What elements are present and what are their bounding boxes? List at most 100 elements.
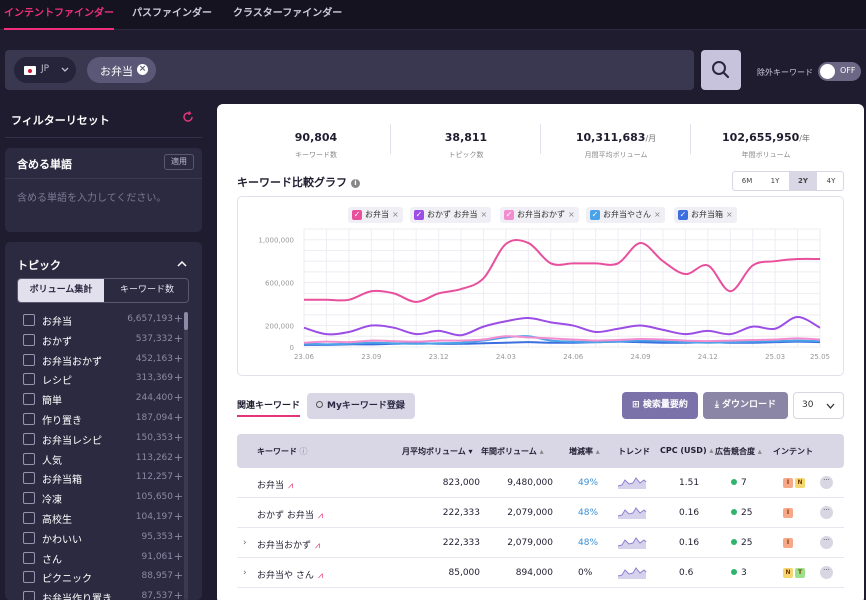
keyword-cell[interactable]: お弁当 ⩘ bbox=[257, 478, 293, 491]
checkbox[interactable] bbox=[23, 373, 35, 386]
chart-icon[interactable]: ⩘ bbox=[317, 511, 323, 521]
col-competition[interactable]: 広告競合度 ▴ bbox=[715, 447, 762, 456]
add-icon[interactable]: + bbox=[173, 391, 183, 405]
topic-item[interactable]: お弁当レシピ 150,353 + bbox=[23, 430, 183, 449]
topic-item[interactable]: 高校生 104,197 + bbox=[23, 509, 183, 528]
include-words-input[interactable]: 含める単語を入力してください。 bbox=[17, 193, 167, 204]
my-keyword-register-button[interactable]: Myキーワード登録 bbox=[307, 393, 415, 419]
rows-per-page-select[interactable]: 30 bbox=[793, 392, 844, 419]
checkbox[interactable] bbox=[23, 531, 35, 544]
checkbox[interactable] bbox=[23, 551, 35, 564]
apply-button[interactable]: 適用 bbox=[164, 154, 194, 170]
more-icon[interactable]: ··· bbox=[820, 536, 833, 549]
expand-icon[interactable]: › bbox=[243, 538, 247, 548]
table-row[interactable]: おかず お弁当 ⩘ 222,333 2,079,000 48% 0.16 25 I… bbox=[237, 498, 844, 528]
range-2y[interactable]: 2Y bbox=[789, 172, 817, 190]
add-icon[interactable]: + bbox=[173, 371, 183, 385]
add-icon[interactable]: + bbox=[173, 411, 183, 424]
table-row[interactable]: › お弁当おかず ⩘ 222,333 2,079,000 48% 0.16 25 … bbox=[237, 528, 844, 558]
close-icon[interactable]: × bbox=[568, 210, 575, 219]
chart-icon[interactable]: ⩘ bbox=[288, 481, 294, 491]
checkbox[interactable] bbox=[23, 571, 35, 584]
col-monthly[interactable]: 月平均ボリューム ▾ bbox=[402, 447, 473, 456]
checkbox[interactable] bbox=[23, 492, 35, 505]
checkbox[interactable] bbox=[23, 413, 35, 425]
col-keyword[interactable]: キーワード ⓘ bbox=[257, 447, 308, 456]
checkbox[interactable] bbox=[23, 314, 35, 326]
add-icon[interactable]: + bbox=[173, 529, 183, 543]
legend-item[interactable]: ✓ お弁当おかず × bbox=[500, 207, 579, 223]
topic-item[interactable]: お弁当作り置き 87,537 + bbox=[23, 588, 183, 600]
more-icon[interactable]: ··· bbox=[820, 566, 833, 579]
country-select[interactable]: JP bbox=[14, 57, 76, 83]
keyword-cell[interactable]: お弁当や さん ⩘ bbox=[257, 568, 323, 581]
legend-item[interactable]: ✓ お弁当 × bbox=[348, 207, 403, 223]
topic-item[interactable]: さん 91,061 + bbox=[23, 549, 183, 568]
tab-related-keywords[interactable]: 関連キーワード bbox=[237, 401, 301, 417]
topic-item[interactable]: かわいい 95,353 + bbox=[23, 529, 183, 548]
more-icon[interactable]: ··· bbox=[820, 506, 833, 519]
keyword-cell[interactable]: おかず お弁当 ⩘ bbox=[257, 508, 323, 521]
add-icon[interactable]: + bbox=[173, 312, 183, 325]
scroll-thumb[interactable] bbox=[184, 312, 188, 330]
add-icon[interactable]: + bbox=[173, 490, 183, 504]
topic-scrollbar[interactable] bbox=[184, 312, 188, 600]
topic-item[interactable]: お弁当おかず 452,163 + bbox=[23, 351, 183, 370]
add-icon[interactable]: + bbox=[173, 510, 183, 523]
checkbox[interactable] bbox=[23, 432, 35, 445]
topic-item[interactable]: ピクニック 88,957 + bbox=[23, 568, 183, 587]
topic-item[interactable]: レシピ 313,369 + bbox=[23, 370, 183, 389]
chart-icon[interactable]: ⩘ bbox=[317, 571, 323, 581]
checkbox[interactable] bbox=[23, 393, 35, 406]
close-icon[interactable]: × bbox=[392, 210, 399, 219]
tab-keyword-count[interactable]: キーワード数 bbox=[119, 285, 174, 295]
topic-item[interactable]: お弁当 6,657,193 + bbox=[23, 311, 183, 330]
topic-item[interactable]: 作り置き 187,094 + bbox=[23, 410, 183, 429]
add-icon[interactable]: + bbox=[173, 331, 183, 345]
legend-item[interactable]: ✓ お弁当箱 × bbox=[674, 207, 737, 223]
legend-item[interactable]: ✓ おかず お弁当 × bbox=[410, 207, 492, 223]
info-icon[interactable]: i bbox=[351, 179, 360, 188]
refresh-icon[interactable] bbox=[181, 110, 195, 124]
add-icon[interactable]: + bbox=[173, 351, 183, 365]
close-icon[interactable]: × bbox=[726, 210, 733, 219]
chevron-up-icon[interactable] bbox=[177, 260, 187, 267]
checkbox[interactable] bbox=[23, 452, 35, 465]
checkbox[interactable] bbox=[23, 333, 35, 346]
exclude-toggle[interactable]: OFF bbox=[818, 62, 861, 81]
checkbox[interactable] bbox=[23, 472, 35, 485]
add-icon[interactable]: + bbox=[173, 470, 183, 484]
tab-intent-finder[interactable]: インテントファインダー bbox=[4, 0, 114, 30]
more-icon[interactable]: ··· bbox=[820, 476, 833, 489]
range-4y[interactable]: 4Y bbox=[826, 177, 836, 185]
checkbox[interactable] bbox=[23, 512, 35, 524]
range-1y[interactable]: 1Y bbox=[770, 177, 780, 185]
tab-cluster-finder[interactable]: クラスターファインダー bbox=[233, 8, 343, 19]
col-growth[interactable]: 増減率 ▴ bbox=[569, 447, 600, 456]
remove-chip-icon[interactable]: × bbox=[137, 64, 148, 75]
topic-item[interactable]: 人気 113,262 + bbox=[23, 450, 183, 469]
topic-item[interactable]: お弁当箱 112,257 + bbox=[23, 469, 183, 488]
volume-summary-button[interactable]: ⊞ 検索量要約 bbox=[622, 392, 698, 419]
add-icon[interactable]: + bbox=[173, 549, 183, 563]
add-icon[interactable]: + bbox=[173, 569, 183, 583]
search-chip[interactable]: お弁当 × bbox=[87, 57, 156, 83]
topic-item[interactable]: 簡単 244,400 + bbox=[23, 390, 183, 409]
add-icon[interactable]: + bbox=[173, 589, 183, 600]
download-button[interactable]: ⤓ ダウンロード bbox=[703, 392, 788, 419]
keyword-cell[interactable]: お弁当おかず ⩘ bbox=[257, 538, 320, 551]
checkbox[interactable] bbox=[23, 353, 35, 366]
search-button[interactable] bbox=[701, 50, 741, 90]
add-icon[interactable]: + bbox=[173, 430, 183, 444]
close-icon[interactable]: × bbox=[480, 210, 488, 219]
range-6m[interactable]: 6M bbox=[741, 177, 753, 185]
tab-path-finder[interactable]: パスファインダー bbox=[132, 8, 212, 19]
topic-item[interactable]: おかず 537,332 + bbox=[23, 331, 183, 350]
col-cpc[interactable]: CPC (USD) ▴ bbox=[660, 446, 714, 455]
topic-item[interactable]: 冷凍 105,650 + bbox=[23, 489, 183, 508]
checkbox[interactable] bbox=[23, 591, 35, 600]
col-yearly[interactable]: 年間ボリューム ▴ bbox=[481, 447, 544, 456]
tab-volume[interactable]: ボリューム集計 bbox=[18, 279, 104, 302]
